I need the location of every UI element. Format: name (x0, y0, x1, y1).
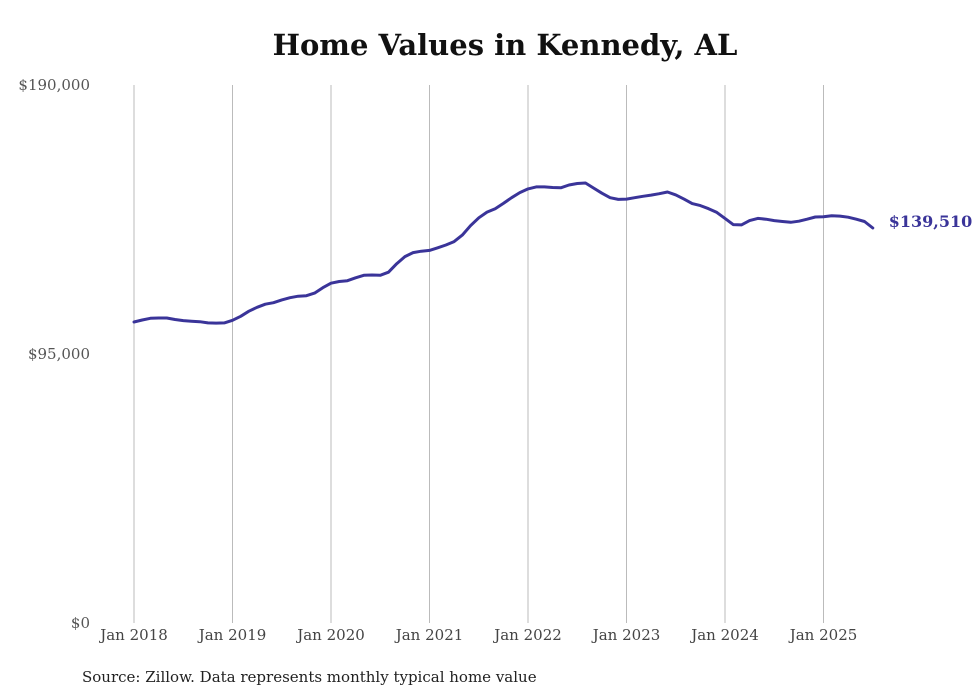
x-tick-label: Jan 2019 (197, 626, 267, 644)
x-tick-label: Jan 2023 (591, 626, 661, 644)
x-tick-label: Jan 2021 (394, 626, 464, 644)
y-axis: $0 $95,000 $190,000 (18, 76, 90, 632)
x-tick-label: Jan 2025 (788, 626, 858, 644)
y-tick-label: $95,000 (28, 345, 90, 363)
y-tick-label: $190,000 (18, 76, 90, 94)
y-tick-label: $0 (71, 614, 90, 632)
x-tick-label: Jan 2024 (689, 626, 759, 644)
x-tick-label: Jan 2018 (98, 626, 168, 644)
x-axis: Jan 2018 Jan 2019 Jan 2020 Jan 2021 Jan 2022… (98, 626, 857, 644)
source-note: Source: Zillow. Data represents monthly … (82, 668, 537, 686)
gridlines (133, 85, 824, 623)
end-value-label: $139,510 (889, 212, 973, 231)
x-tick-label: Jan 2022 (492, 626, 562, 644)
x-tick-label: Jan 2020 (295, 626, 365, 644)
chart-title: Home Values in Kennedy, AL (272, 28, 738, 62)
home-value-line (132, 181, 875, 325)
